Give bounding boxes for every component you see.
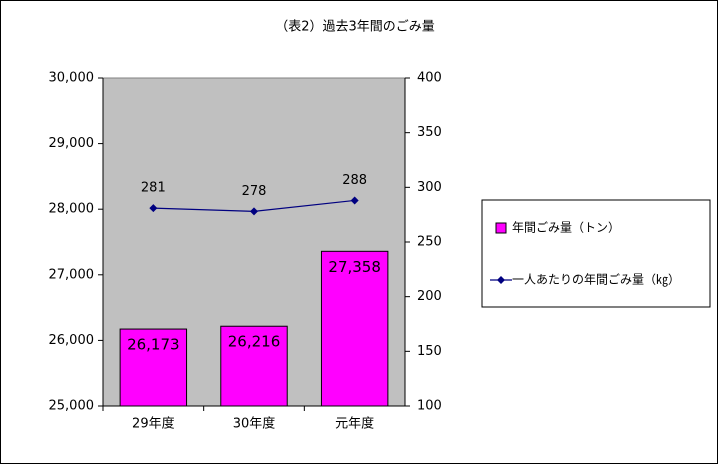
y-tick-label: 25,000 [49, 399, 95, 414]
x-tick-label: 29年度 [132, 416, 175, 432]
line-value-label: 288 [342, 173, 367, 188]
y-tick-label: 27,000 [49, 267, 95, 282]
y2-tick-label: 400 [417, 71, 442, 86]
legend [481, 199, 711, 308]
bar-value-label: 27,358 [328, 258, 381, 276]
legend-swatch [495, 222, 507, 234]
y2-tick-label: 250 [417, 235, 442, 250]
y-tick-label: 26,000 [49, 333, 95, 348]
line-marker [350, 196, 359, 205]
x-tick-label: 元年度 [335, 416, 374, 432]
y-tick-label: 28,000 [49, 202, 95, 217]
y2-tick-label: 200 [417, 289, 442, 304]
legend-label: 年間ごみ量（トン） [512, 220, 620, 235]
legend-label: 一人あたりの年間ごみ量（㎏） [512, 272, 680, 287]
chart-title: （表2）過去3年間のごみ量 [275, 19, 435, 35]
bar [119, 328, 188, 407]
y2-tick-label: 300 [417, 180, 442, 195]
y-tick-label: 30,000 [49, 71, 95, 86]
bar [320, 250, 389, 407]
bar-value-label: 26,173 [127, 336, 180, 354]
legend-marker [497, 276, 505, 284]
x-tick-label: 30年度 [233, 416, 276, 432]
y-tick-label: 29,000 [49, 136, 95, 151]
line-value-label: 281 [141, 181, 166, 196]
line-marker [149, 204, 158, 213]
bar [220, 325, 288, 407]
y2-tick-label: 150 [417, 344, 442, 359]
y2-tick-label: 350 [417, 125, 442, 140]
line-value-label: 278 [242, 184, 267, 199]
bar-value-label: 26,216 [228, 333, 281, 351]
line-marker [250, 207, 258, 216]
y2-tick-label: 100 [417, 399, 442, 414]
